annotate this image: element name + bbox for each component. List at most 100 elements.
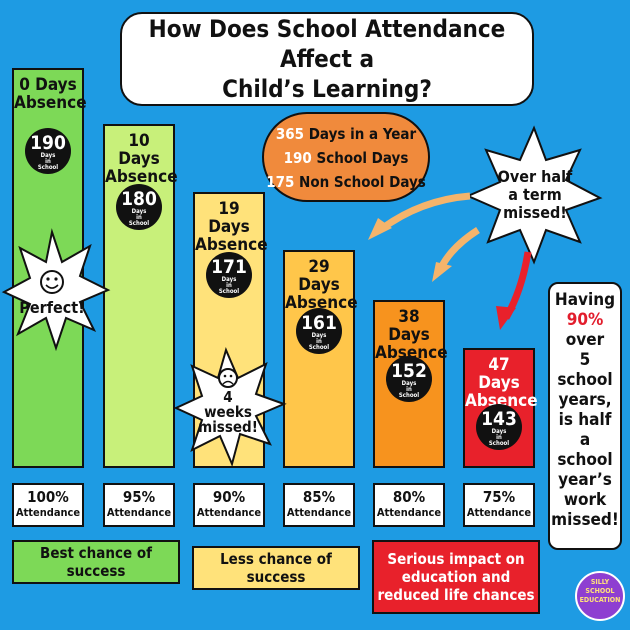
non-school-days-text: Non School Days bbox=[294, 173, 426, 191]
weeks-line-1: 4 bbox=[223, 388, 233, 406]
side-line-7: a school bbox=[557, 430, 613, 470]
sad-eye-icon bbox=[223, 374, 227, 378]
bar-absence-label: 47 Days bbox=[478, 355, 520, 393]
school-word: School bbox=[488, 440, 510, 447]
smiley-eye-icon bbox=[54, 277, 58, 281]
bar-absence-word: Absence bbox=[375, 343, 448, 363]
days-in-school-badge: 190 Days in School bbox=[25, 128, 71, 174]
arrowhead-icon bbox=[496, 306, 516, 330]
side-line-1: Having bbox=[554, 290, 616, 310]
days-word: Days bbox=[491, 428, 507, 435]
band-best-chance-text: Best chance of success bbox=[40, 544, 152, 580]
days-word: Days bbox=[221, 276, 237, 283]
sad-eye-icon bbox=[229, 374, 233, 378]
logo-line-1: SILLY bbox=[590, 578, 610, 586]
weeks-missed-label: 4 weeks missed! bbox=[190, 390, 266, 435]
band-red-line-1: Serious impact on bbox=[387, 550, 525, 568]
days-in-school-badge: 171 Days in School bbox=[206, 252, 252, 298]
attendance-percent: 75% bbox=[482, 488, 516, 506]
attendance-box: 80% Attendance bbox=[373, 483, 445, 527]
side-line-9: work bbox=[563, 490, 607, 510]
attendance-word: Attendance bbox=[196, 506, 262, 519]
bar-47-days: 47 Days Absence 143 Days in School bbox=[463, 348, 538, 468]
days-word: Days bbox=[40, 152, 56, 159]
days-summary-oval: 365 Days in a Year 190 School Days 175 N… bbox=[262, 112, 430, 202]
days-in-school-badge: 180 Days in School bbox=[116, 184, 162, 230]
days-word: Days bbox=[401, 380, 417, 387]
band-best-chance: Best chance of success bbox=[12, 540, 180, 584]
bar-absence-label: 29 Days bbox=[298, 257, 340, 295]
bar-absence-label: 38 Days bbox=[388, 307, 430, 345]
side-line-5: years, bbox=[558, 390, 612, 410]
bar-absence-word: Absence bbox=[465, 391, 538, 411]
attendance-percent: 90% bbox=[212, 488, 246, 506]
band-serious-impact: Serious impact on education and reduced li… bbox=[372, 540, 540, 614]
arrowhead-icon bbox=[368, 218, 392, 240]
school-word: School bbox=[128, 220, 150, 227]
days-word: Days bbox=[311, 332, 327, 339]
smiley-mouth-icon bbox=[45, 284, 59, 289]
attendance-percent: 100% bbox=[27, 488, 69, 506]
attendance-box: 95% Attendance bbox=[103, 483, 175, 527]
school-word: School bbox=[308, 344, 330, 351]
band-less-chance-text: Less chance of success bbox=[220, 550, 332, 586]
bar-absence-word: Absence bbox=[105, 167, 178, 187]
sad-face-icon bbox=[218, 368, 238, 388]
days-in-school-badge: 161 Days in School bbox=[296, 308, 342, 354]
side-line-8: year’s bbox=[558, 470, 612, 490]
bar-absence-label: 19 Days bbox=[208, 199, 250, 237]
year-days-number: 365 bbox=[275, 125, 305, 143]
title-line-1: How Does School Attendance Affect a bbox=[148, 15, 506, 73]
days-value: 161 bbox=[301, 312, 337, 334]
attendance-box: 90% Attendance bbox=[193, 483, 265, 527]
burst-star-icon bbox=[173, 347, 287, 468]
school-word: School bbox=[218, 288, 240, 295]
title-line-2: Child’s Learning? bbox=[222, 75, 432, 103]
attendance-word: Attendance bbox=[106, 506, 172, 519]
bar-10-days: 10 Days Absence 180 Days in School bbox=[103, 124, 178, 468]
half-line-2: a term bbox=[508, 185, 562, 204]
in-word: in bbox=[496, 434, 502, 441]
attendance-word: Attendance bbox=[466, 506, 532, 519]
weeks-line-2: weeks bbox=[204, 403, 252, 421]
days-value: 180 bbox=[121, 188, 157, 210]
band-red-line-2: education and bbox=[401, 568, 511, 586]
bar-absence-label: 0 Days bbox=[19, 75, 77, 95]
days-value: 152 bbox=[391, 360, 427, 382]
days-value: 190 bbox=[30, 132, 66, 154]
in-word: in bbox=[406, 386, 412, 393]
smiley-face-icon bbox=[40, 270, 64, 294]
days-word: Days bbox=[131, 208, 147, 215]
school-days-number: 190 bbox=[283, 149, 312, 167]
in-word: in bbox=[316, 338, 322, 345]
weeks-line-3: missed! bbox=[198, 418, 258, 436]
bar-38-days: 38 Days Absence 152 Days in School bbox=[373, 300, 448, 468]
curved-arrow-icon bbox=[377, 192, 471, 233]
bar-29-days: 29 Days Absence 161 Days in School bbox=[283, 250, 358, 468]
smiley-eye-icon bbox=[46, 277, 50, 281]
curved-arrow-icon bbox=[436, 227, 480, 272]
days-in-school-badge: 152 Days in School bbox=[386, 356, 432, 402]
half-term-label: Over half a term missed! bbox=[490, 168, 580, 222]
attendance-word: Attendance bbox=[15, 506, 81, 519]
attendance-percent: 80% bbox=[392, 488, 426, 506]
band-red-line-3: reduced life chances bbox=[377, 586, 535, 604]
school-word: School bbox=[398, 392, 420, 399]
bar-absence-label: 10 Days bbox=[118, 131, 160, 169]
school-word: School bbox=[37, 164, 59, 171]
attendance-word: Attendance bbox=[376, 506, 442, 519]
attendance-percent: 85% bbox=[302, 488, 336, 506]
side-line-3: over bbox=[565, 330, 605, 350]
logo-badge-icon bbox=[575, 571, 625, 621]
bar-absence-word: Absence bbox=[195, 235, 268, 255]
sad-mouth-icon bbox=[222, 380, 234, 385]
side-line-2: 90% bbox=[566, 310, 604, 330]
arrowhead-icon bbox=[432, 262, 452, 282]
side-line-10: missed! bbox=[551, 510, 619, 530]
year-days-text: Days in a Year bbox=[304, 125, 417, 143]
bar-absence-word: Absence bbox=[14, 93, 87, 113]
attendance-word: Attendance bbox=[286, 506, 352, 519]
attendance-percent: 95% bbox=[122, 488, 156, 506]
bar-absence-word: Absence bbox=[285, 293, 358, 313]
